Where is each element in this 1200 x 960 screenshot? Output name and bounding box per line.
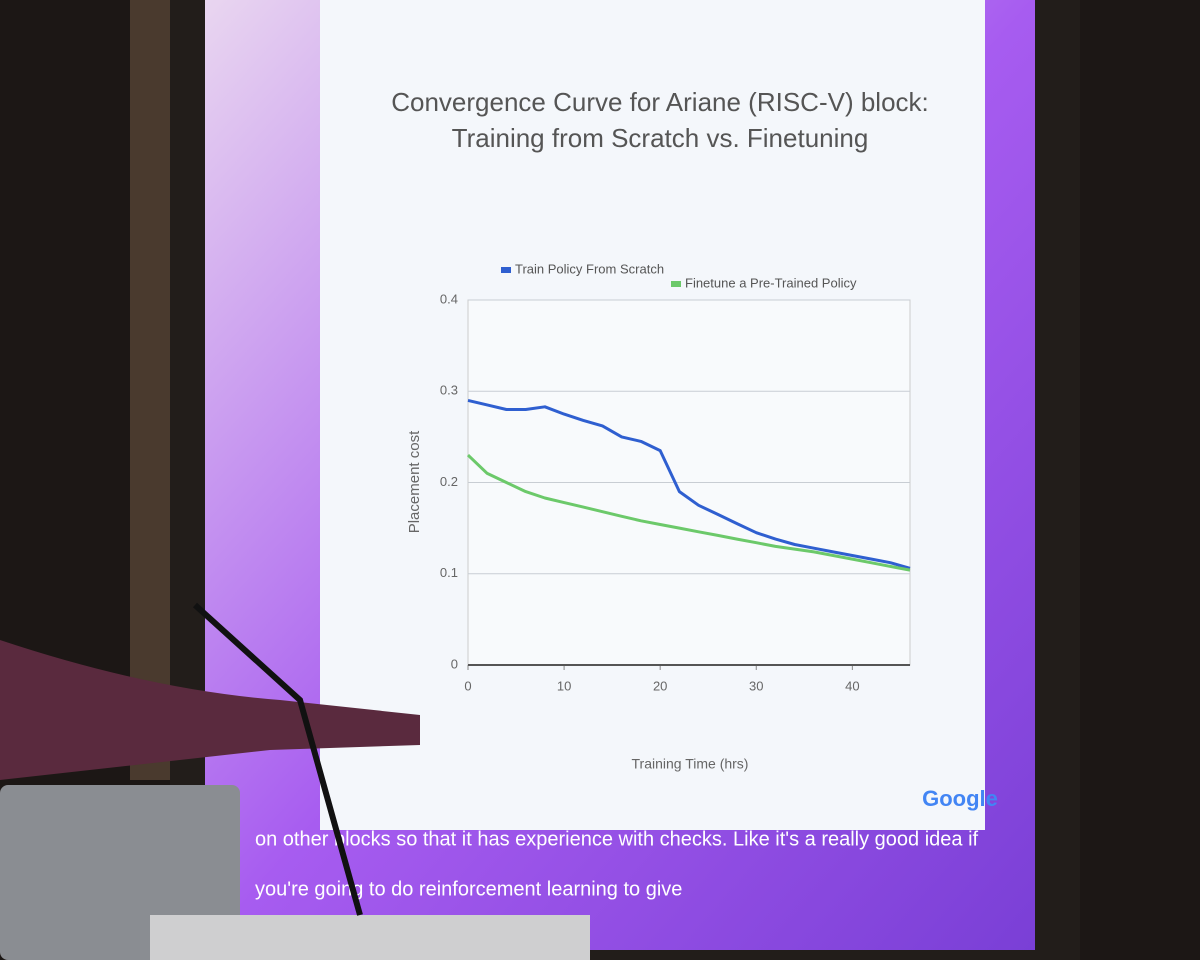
legend-swatch (671, 281, 681, 287)
caption: you're going to do reinforcement learnin… (255, 878, 682, 900)
x-tick-label: 40 (845, 678, 859, 693)
x-tick-label: 20 (653, 678, 667, 693)
legend-label: Finetune a Pre-Trained Policy (685, 275, 857, 290)
microphone (192, 602, 363, 916)
plot: 0 0.1 0.2 0.3 0.4 0 10 20 30 40 Train Policy From … (440, 261, 911, 693)
y-tick-label: 0.2 (440, 474, 458, 489)
series-line (466, 454, 911, 572)
legend-label: Train Policy From Scratch (515, 261, 664, 276)
y-tick-label: 0.4 (440, 291, 458, 306)
x-tick-label: 10 (557, 678, 571, 693)
y-tick-label: 0.1 (440, 565, 458, 580)
legend-swatch (501, 267, 511, 273)
x-tick-label: 0 (464, 678, 471, 693)
wall-panel (130, 0, 170, 780)
chart-title: Training from Scratch vs. Finetuning (452, 123, 869, 153)
y-tick-label: 0.3 (440, 383, 458, 398)
series-line (467, 398, 911, 570)
logo: Google (922, 786, 998, 811)
chart-title: Convergence Curve for Ariane (RISC-V) bl… (391, 87, 929, 117)
caption: on other blocks so that it has experienc… (255, 828, 979, 850)
y-tick-label: 0 (451, 656, 458, 671)
x-tick-label: 30 (749, 678, 763, 693)
x-axis-label: Training Time (hrs) (632, 756, 749, 772)
podium (150, 915, 590, 960)
y-axis-label: Placement cost (406, 430, 423, 533)
